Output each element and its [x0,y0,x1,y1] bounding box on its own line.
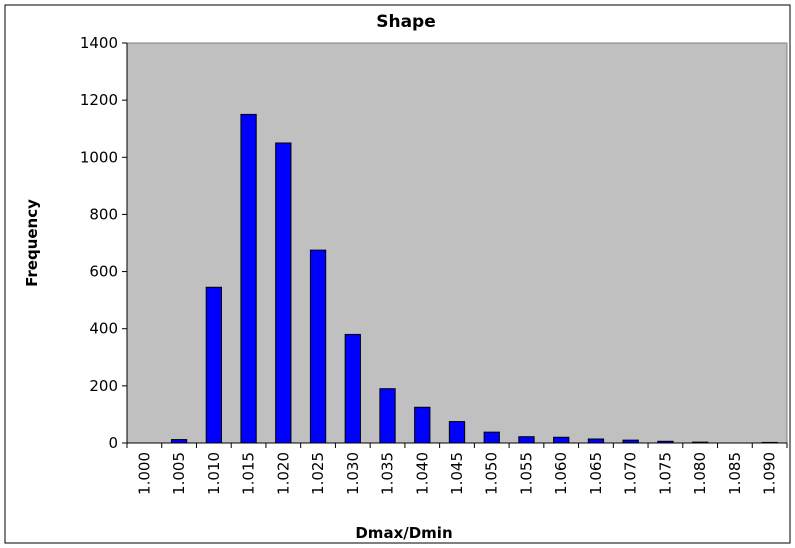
y-tick-label: 1200 [80,91,118,109]
y-tick-label: 600 [89,263,118,281]
x-tick-label: 1.085 [726,452,744,495]
x-tick-label: 1.010 [205,452,223,495]
x-axis-label: Dmax/Dmin [355,524,452,542]
bar [379,388,396,444]
x-tick-label: 1.020 [274,452,292,495]
x-tick-label: 1.030 [344,452,362,495]
bar [692,441,709,444]
bar [553,436,570,444]
x-tick-label: 1.070 [622,452,640,495]
bar [587,438,605,444]
y-tick-label: 400 [89,320,118,338]
x-tick-label: 1.000 [135,452,153,495]
x-tick-label: 1.080 [691,452,709,495]
bar [518,436,535,444]
y-tick-label: 0 [108,434,118,452]
y-tick-label: 800 [89,205,118,223]
x-tick-label: 1.055 [517,452,535,495]
x-tick-label: 1.050 [483,452,501,495]
plot-area [126,42,788,444]
bar [483,431,500,444]
y-tick-label: 1000 [80,148,118,166]
bar [170,439,188,444]
y-tick-label: 1400 [80,34,118,52]
x-tick-label: 1.005 [170,452,188,495]
x-tick-label: 1.025 [309,452,327,495]
bar [622,439,639,444]
bar [761,441,778,444]
x-tick-label: 1.090 [761,452,779,495]
bar [448,421,466,444]
x-tick-label: 1.075 [656,452,674,495]
bar [240,113,257,444]
x-tick-label: 1.045 [448,452,466,495]
bar [275,142,292,444]
bar [414,406,431,444]
bar [657,440,674,444]
x-tick-label: 1.065 [587,452,605,495]
bar [344,333,361,444]
y-axis-label: Frequency [23,199,41,287]
x-tick-label: 1.060 [552,452,570,495]
bar [309,249,327,444]
y-tick-label: 200 [89,377,118,395]
chart-title: Shape [376,12,436,32]
bar [205,286,222,444]
x-tick-label: 1.035 [379,452,397,495]
x-tick-label: 1.040 [413,452,431,495]
x-tick-label: 1.015 [240,452,258,495]
